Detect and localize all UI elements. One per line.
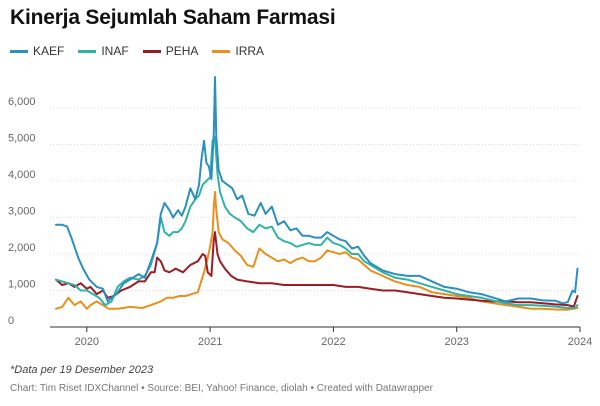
series-line-inaf: [56, 137, 578, 308]
data-date-note: *Data per 19 Desember 2023: [10, 364, 153, 376]
y-tick-label-0: 0: [8, 315, 14, 327]
series-line-irra: [56, 192, 578, 310]
y-tick-label-4000: 4,000: [8, 169, 36, 181]
x-tick-label-2023: 2023: [444, 336, 468, 348]
line-chart: 0 1,000 2,000 3,000 4,000 5,000 6,000 2020 2021 2…: [0, 0, 600, 406]
x-tick-label-2020: 2020: [75, 336, 99, 348]
y-tick-label-6000: 6,000: [8, 96, 36, 108]
y-tick-label-2000: 2,000: [8, 242, 36, 254]
series-line-peha: [56, 232, 578, 307]
y-tick-label-1000: 1,000: [8, 279, 36, 291]
y-tick-label-5000: 5,000: [8, 133, 36, 145]
x-tick-label-2024: 2024: [568, 336, 592, 348]
x-tick-label-2021: 2021: [198, 336, 222, 348]
chart-credit: Chart: Tim Riset IDXChannel • Source: BE…: [10, 383, 433, 394]
x-tick-label-2022: 2022: [321, 336, 345, 348]
series-line-kaef: [56, 77, 578, 303]
y-tick-label-3000: 3,000: [8, 206, 36, 218]
